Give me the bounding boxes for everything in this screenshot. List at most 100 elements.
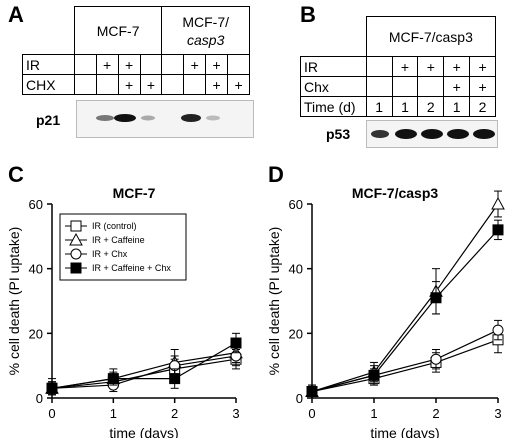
data-point-filled-square [306,386,318,398]
chx-cell: + [469,76,496,97]
y-axis-label: % cell death (PI uptake) [6,227,22,376]
p53-blot-label: p53 [326,126,351,142]
x-axis-label: time (days) [370,425,439,438]
chx-cell [417,76,445,97]
x-tick-label: 2 [171,406,178,421]
panel-a-treatment-table: MCF-7 MCF-7/casp3 IR + + + + CHX + + + + [22,6,250,95]
chx-cell: + [443,76,471,97]
x-tick-label: 3 [232,406,239,421]
ir-cell [365,56,393,77]
blot-band [447,129,469,139]
data-point-open-circle [70,248,82,260]
ir-cell: + [183,54,207,75]
panel-a-ir-row: IR + + + + [22,54,250,75]
chx-cell [183,74,207,95]
data-point-open-circle [430,353,442,365]
panel-b-ir-row: IR + + + + [300,56,496,77]
x-tick-label: 1 [370,406,377,421]
p21-blot-label: p21 [36,112,61,128]
group-mcf7-header: MCF-7 [73,6,163,55]
data-point-filled-square [107,373,119,385]
blot-band [114,114,136,122]
x-tick-label: 0 [48,406,55,421]
panel-b-header-label: MCF-7/casp3 [388,28,473,45]
legend-label: IR + Caffeine [92,235,145,245]
ir-cell: + [469,56,496,77]
blot-band [421,129,443,139]
panel-d-letter: D [268,162,284,187]
y-tick-label: 40 [289,262,303,277]
series-line [311,203,499,393]
chx-cell [95,74,119,95]
x-tick-label: 2 [432,406,439,421]
series-line [311,229,499,393]
chx-cell [391,76,419,97]
ir-cell [73,54,97,75]
series-line [51,342,237,389]
data-point-filled-square [492,224,504,236]
blot-band [371,130,389,138]
data-point-open-square [70,220,82,232]
ir-cell [161,54,185,75]
time-cell: 2 [417,96,445,117]
p53-western-blot [366,120,498,148]
panel-b-header: MCF-7/casp3 [365,16,497,57]
ir-cell: + [205,54,229,75]
panel-b-letter: B [300,2,316,27]
blot-band [181,114,201,122]
time-cell: 1 [365,96,393,117]
data-point-open-triangle [69,232,83,246]
blot-band [141,115,155,121]
p53-blot-bands [371,129,495,139]
data-point-filled-square [368,369,380,381]
y-tick-label: 40 [29,262,43,277]
chx-cell [73,74,97,95]
ir-cell: + [443,56,471,77]
ir-row-label: IR [22,54,75,75]
y-tick-label: 0 [296,391,303,406]
y-axis-label: % cell death (PI uptake) [266,227,282,376]
data-point-open-circle [492,324,504,336]
y-tick-label: 20 [289,326,303,341]
y-tick-label: 20 [29,326,43,341]
data-point-filled-square [430,292,442,304]
group-casp3-header: MCF-7/casp3 [161,6,250,55]
ir-cell [139,54,163,75]
ir-cell: + [117,54,141,75]
chart-title: MCF-7 [113,185,156,201]
panel-b-time-row: Time (d) 1 1 2 1 2 [300,96,496,117]
data-point-open-triangle [491,196,505,210]
chx-cell [365,76,393,97]
data-point-filled-square [46,382,58,394]
group-casp3-label-line1: MCF-7/ [182,13,230,30]
panel-a-letter: A [8,2,24,27]
y-tick-label: 0 [36,391,43,406]
ir-cell: + [391,56,419,77]
time-cell: 1 [391,96,419,117]
time-cell: 2 [469,96,496,117]
legend-label: IR + Caffeine + Chx [92,263,171,273]
group-mcf7-label: MCF-7 [96,22,140,39]
group-casp3-label-line2: casp3 [187,31,225,48]
x-tick-label: 3 [494,406,501,421]
y-tick-label: 60 [289,197,303,212]
legend-label: IR (control) [92,221,137,231]
panel-d-chart: MCF-7/casp3 0 20 40 60 0 1 2 3 time (days) % cell … [266,185,505,438]
x-tick-label: 1 [110,406,117,421]
y-tick-label: 60 [29,197,43,212]
chx-cell: + [205,74,229,95]
blot-band [96,115,114,121]
panel-c-letter: C [8,162,24,187]
legend-label: IR + Chx [92,249,128,259]
data-point-filled-square [230,337,242,349]
data-point-filled-square [70,262,82,274]
time-row-label: Time (d) [300,96,367,117]
x-tick-label: 0 [308,406,315,421]
blot-band [206,115,220,121]
chx-row-label: Chx [300,76,367,97]
panel-b-chx-row: Chx + + [300,76,496,97]
chx-cell: + [117,74,141,95]
p21-western-blot [76,100,254,138]
panel-a-chx-row: CHX + + + + [22,74,250,95]
blot-band [473,129,495,139]
